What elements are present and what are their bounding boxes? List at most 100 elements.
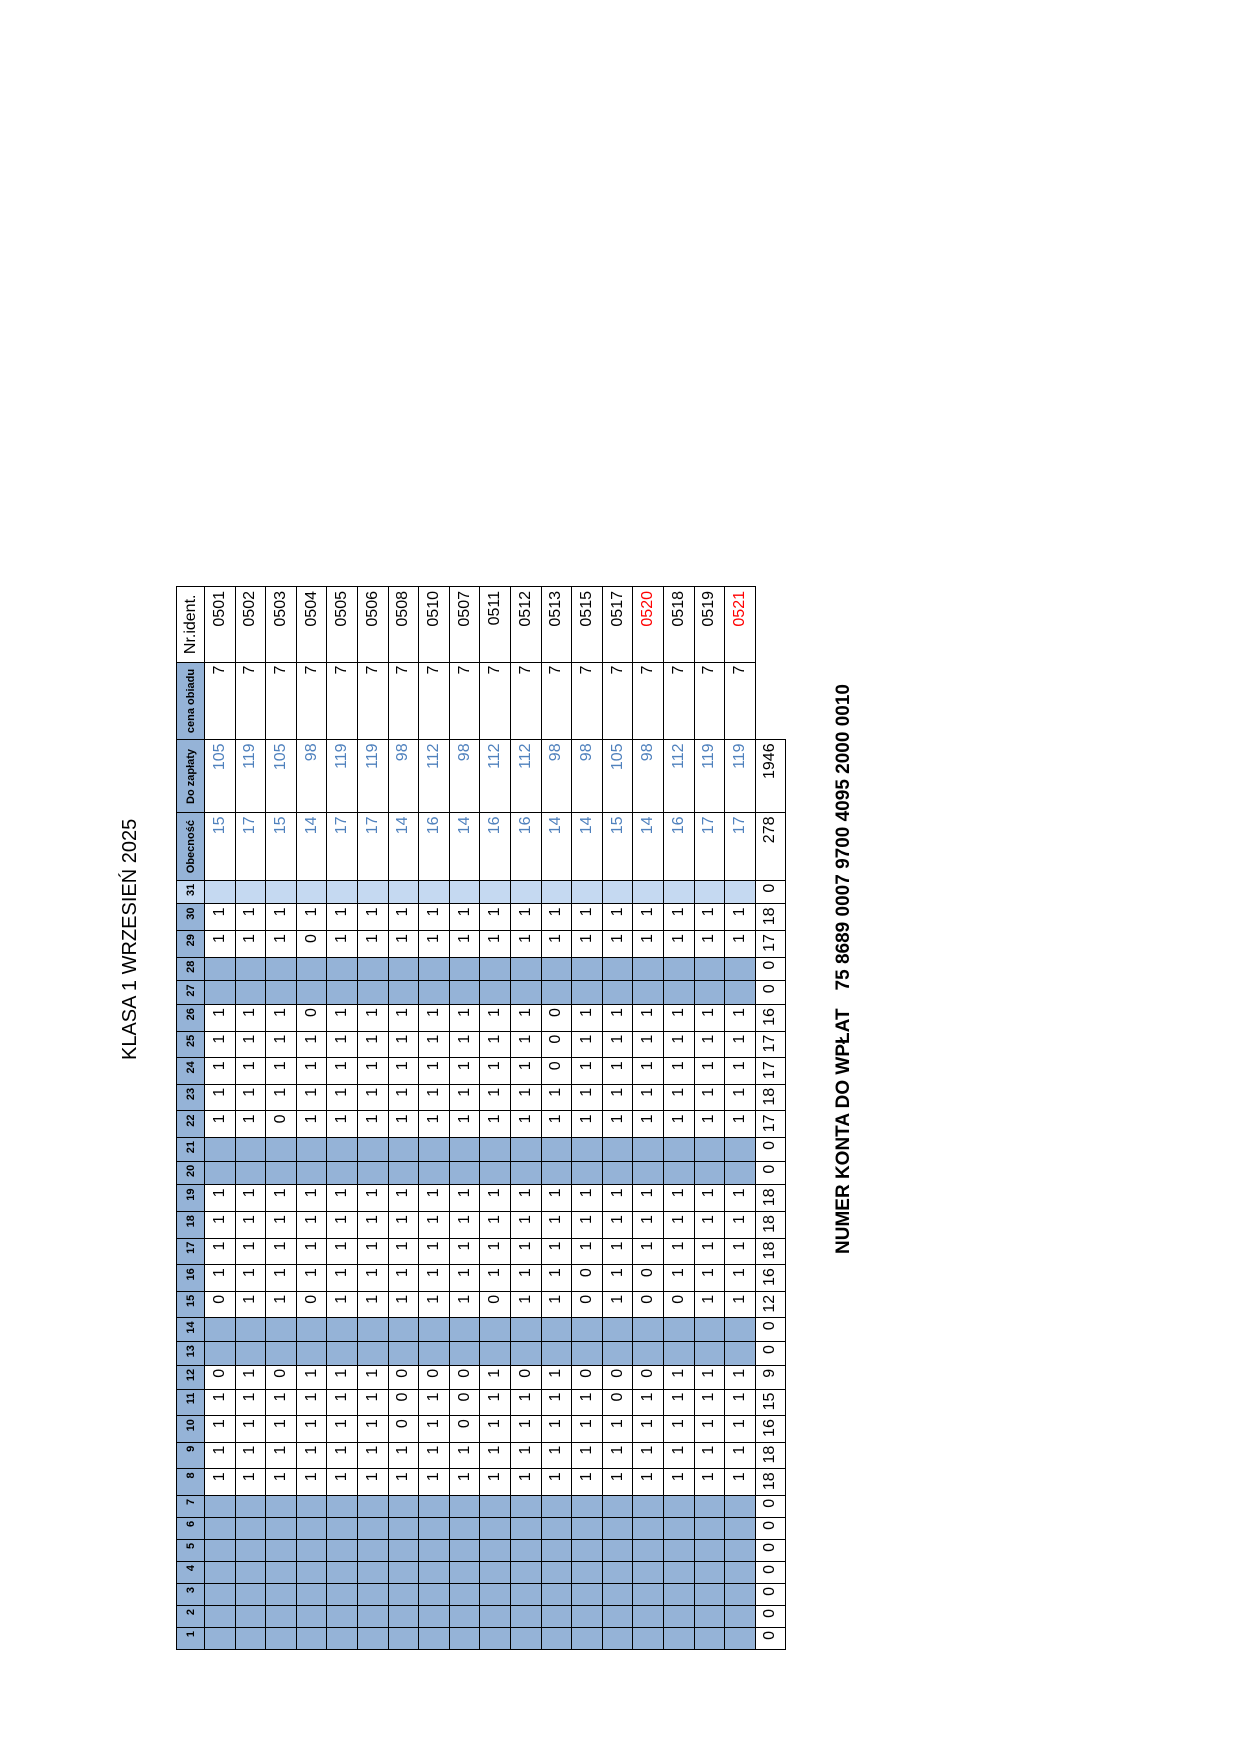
day-cell	[663, 1137, 694, 1162]
table-row: 1 1 1 1 1 1 1 1 1 1 1 1 1 1 1 1 1 17 119 7 0521	[724, 586, 756, 1650]
day-cell	[694, 1517, 725, 1540]
day-cell: 1	[571, 1211, 603, 1239]
nr-ident-cell: 0508	[388, 586, 419, 663]
day-cell	[602, 1317, 633, 1342]
day-cell: 1	[602, 1415, 633, 1443]
day-cell: 1	[479, 1211, 511, 1239]
day-cell: 1	[510, 1238, 542, 1265]
day-cell: 1	[388, 1184, 419, 1212]
day-cell: 1	[204, 930, 236, 958]
day-cell: 1	[235, 1031, 266, 1058]
day-cell	[357, 1317, 389, 1342]
day-cell: 1	[663, 1468, 694, 1496]
day-cell	[449, 957, 480, 981]
day-cell: 1	[235, 930, 266, 958]
day-cell: 1	[694, 1110, 725, 1138]
table-row: 1 1 1 1 1 1 1 1 1 1 1 1 1 1 1 1 1 17 119 7 0519	[694, 586, 725, 1650]
day-cell: 1	[357, 904, 389, 931]
day-total-cell: 18	[755, 1238, 786, 1265]
day-cell: 1	[694, 1468, 725, 1496]
day-cell	[418, 1627, 450, 1650]
day-cell: 1	[510, 1264, 542, 1292]
day-cell	[571, 1317, 603, 1342]
day-cell	[235, 1561, 266, 1584]
day-header: 5	[176, 1539, 205, 1562]
day-cell: 1	[479, 1238, 511, 1265]
cena-obiadu-header: cena obiadu	[176, 662, 205, 740]
day-cell: 1	[235, 1365, 266, 1390]
day-cell: 1	[296, 1057, 327, 1085]
day-cell	[204, 1495, 236, 1518]
day-cell: 1	[724, 1264, 756, 1292]
day-cell	[296, 1583, 327, 1606]
day-cell	[449, 1495, 480, 1518]
day-cell: 0	[449, 1389, 480, 1416]
day-cell	[326, 1161, 358, 1185]
day-cell: 1	[479, 1057, 511, 1085]
day-cell: 1	[204, 1004, 236, 1032]
day-total-cell: 0	[755, 1539, 786, 1562]
day-cell: 1	[235, 904, 266, 931]
day-cell: 1	[265, 1264, 297, 1292]
day-cell	[388, 1627, 419, 1650]
day-cell	[510, 1539, 542, 1562]
day-cell: 1	[357, 1057, 389, 1085]
day-cell	[357, 1161, 389, 1185]
day-header: 23	[176, 1084, 205, 1111]
day-header: 14	[176, 1317, 205, 1342]
day-cell: 1	[724, 1365, 756, 1390]
day-cell: 1	[326, 1264, 358, 1292]
day-cell	[510, 1341, 542, 1366]
day-cell	[479, 1627, 511, 1650]
day-cell	[632, 980, 664, 1005]
day-cell: 1	[357, 1211, 389, 1239]
day-cell	[326, 1539, 358, 1562]
day-cell	[388, 1605, 419, 1628]
day-cell: 1	[724, 1004, 756, 1032]
day-cell	[265, 1627, 297, 1650]
day-cell	[418, 880, 450, 904]
day-cell: 1	[602, 1238, 633, 1265]
day-cell: 1	[296, 1110, 327, 1138]
day-cell: 1	[602, 1291, 633, 1318]
day-cell: 0	[663, 1291, 694, 1318]
day-cell: 1	[449, 1291, 480, 1318]
day-cell: 1	[510, 1110, 542, 1138]
cena-obiadu-cell: 7	[571, 662, 603, 740]
day-cell: 1	[326, 1415, 358, 1443]
day-cell: 1	[632, 1389, 664, 1416]
attendance-table-wrapper: 1 2 3 4 5 6 7 8 9 10 11 12 13 14 15 16 17 18 19 20 21 22 23 24 2…	[176, 586, 786, 1650]
day-cell: 1	[326, 1365, 358, 1390]
day-cell: 1	[418, 1057, 450, 1085]
day-cell: 1	[235, 1468, 266, 1496]
day-header: 22	[176, 1110, 205, 1138]
day-cell: 1	[449, 1468, 480, 1496]
day-cell: 1	[541, 1365, 572, 1390]
day-cell: 1	[296, 1084, 327, 1111]
obecnosc-cell: 17	[694, 813, 725, 881]
obecnosc-total-cell: 278	[755, 813, 786, 881]
day-cell: 0	[296, 1004, 327, 1032]
day-cell	[418, 1495, 450, 1518]
day-cell	[296, 1495, 327, 1518]
day-header: 17	[176, 1238, 205, 1265]
day-cell	[235, 1517, 266, 1540]
day-total-cell: 18	[755, 1184, 786, 1212]
day-cell	[326, 1495, 358, 1518]
day-cell: 1	[296, 1031, 327, 1058]
day-cell	[602, 1583, 633, 1606]
table-row: 1 1 1 1 0 1 1 1 1 1 0 1 1 1 1 1 1 15 105 7 0503	[265, 586, 297, 1650]
day-cell	[694, 1539, 725, 1562]
day-cell: 1	[571, 1084, 603, 1111]
day-total-cell: 0	[755, 1627, 786, 1650]
day-cell: 0	[571, 1291, 603, 1318]
cena-obiadu-cell: 7	[449, 662, 480, 740]
obecnosc-cell: 14	[388, 813, 419, 881]
obecnosc-cell: 16	[663, 813, 694, 881]
day-cell: 1	[479, 1004, 511, 1032]
day-cell: 1	[510, 1415, 542, 1443]
day-cell	[602, 1561, 633, 1584]
day-cell	[571, 1627, 603, 1650]
day-cell	[479, 980, 511, 1005]
day-cell	[326, 957, 358, 981]
